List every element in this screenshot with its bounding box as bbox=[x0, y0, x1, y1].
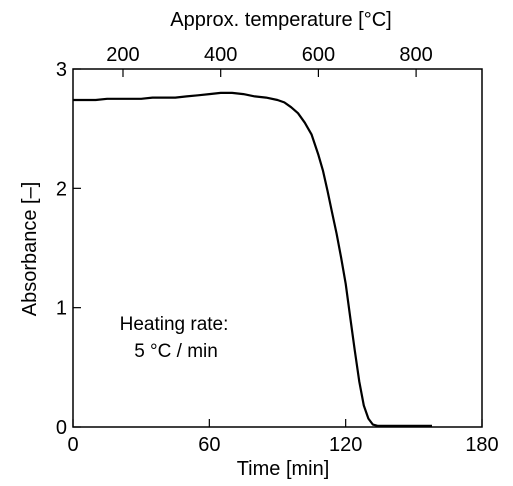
x-axis-title: Time [min] bbox=[237, 458, 330, 480]
x-tick-label: 0 bbox=[67, 434, 78, 456]
y-axis-ticks: 0 1 2 3 bbox=[56, 59, 81, 439]
top-tick-label: 200 bbox=[106, 44, 139, 66]
top-axis-title: Approx. temperature [°C] bbox=[170, 9, 391, 31]
plot-frame bbox=[72, 68, 483, 428]
top-tick-label: 400 bbox=[204, 44, 237, 66]
top-tick-label: 600 bbox=[302, 44, 335, 66]
absorbance-series-line bbox=[73, 91, 432, 427]
top-tick-label: 800 bbox=[399, 44, 432, 66]
y-tick-label: 2 bbox=[56, 178, 67, 200]
y-tick-label: 1 bbox=[56, 298, 67, 320]
x-tick-label: 120 bbox=[329, 434, 362, 456]
annotation-line-1: Heating rate: bbox=[120, 314, 229, 335]
top-axis-ticks: 200 400 600 800 bbox=[106, 44, 433, 77]
annotation-line-2: 5 °C / min bbox=[134, 341, 218, 362]
y-axis-title: Absorbance [–] bbox=[19, 182, 41, 317]
x-axis-ticks: 0 60 120 180 bbox=[67, 419, 499, 456]
y-tick-label: 3 bbox=[56, 59, 67, 81]
y-tick-label: 0 bbox=[56, 417, 67, 439]
x-tick-label: 180 bbox=[465, 434, 498, 456]
x-tick-label: 60 bbox=[198, 434, 220, 456]
